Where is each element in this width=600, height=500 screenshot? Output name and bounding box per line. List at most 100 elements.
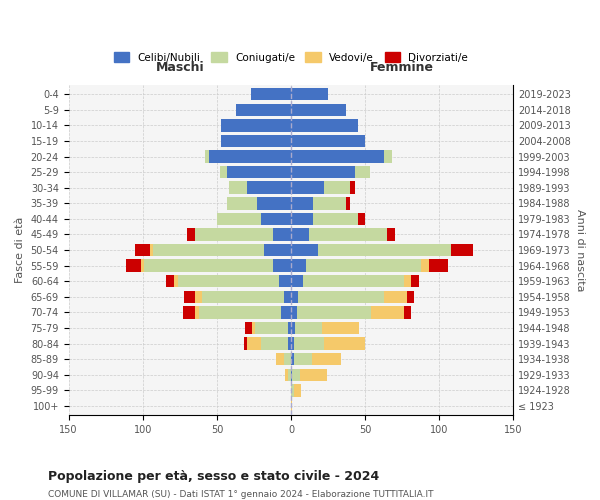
Bar — [288, 338, 291, 350]
Bar — [291, 275, 303, 287]
Bar — [388, 228, 395, 240]
Bar — [303, 275, 404, 287]
Bar — [141, 260, 144, 272]
Bar — [221, 119, 291, 132]
Bar — [178, 275, 279, 287]
Bar — [273, 228, 291, 240]
Bar — [150, 244, 153, 256]
Bar — [257, 197, 291, 209]
Bar — [281, 306, 291, 318]
Bar — [385, 290, 407, 303]
Bar — [194, 228, 273, 240]
Bar — [291, 150, 385, 163]
Bar — [294, 353, 312, 366]
Bar — [244, 338, 247, 350]
Bar — [174, 275, 178, 287]
Bar — [355, 166, 370, 178]
Bar — [127, 260, 141, 272]
Bar — [183, 306, 194, 318]
Bar — [291, 306, 297, 318]
Bar — [236, 104, 291, 116]
Bar — [199, 306, 281, 318]
Bar — [144, 260, 273, 272]
Bar — [291, 166, 355, 178]
Bar — [265, 244, 291, 256]
Bar — [312, 353, 341, 366]
Bar — [317, 244, 451, 256]
Bar — [300, 368, 326, 381]
Bar — [262, 212, 291, 225]
Bar — [291, 88, 328, 101]
Text: Maschi: Maschi — [155, 61, 204, 74]
Bar — [273, 260, 291, 272]
Bar — [298, 290, 385, 303]
Bar — [279, 275, 291, 287]
Bar — [229, 182, 247, 194]
Bar — [451, 244, 473, 256]
Bar — [291, 228, 309, 240]
Bar — [220, 166, 227, 178]
Bar — [350, 182, 355, 194]
Bar — [295, 322, 322, 334]
Text: COMUNE DI VILLAMAR (SU) - Dati ISTAT 1° gennaio 2024 - Elaborazione TUTTITALIA.I: COMUNE DI VILLAMAR (SU) - Dati ISTAT 1° … — [48, 490, 433, 499]
Bar — [385, 150, 392, 163]
Bar — [288, 322, 291, 334]
Bar — [291, 197, 313, 209]
Bar — [227, 197, 257, 209]
Bar — [421, 260, 429, 272]
Bar — [322, 322, 359, 334]
Bar — [313, 197, 346, 209]
Bar — [291, 400, 292, 412]
Bar — [346, 197, 350, 209]
Bar — [291, 134, 365, 147]
Bar — [292, 368, 300, 381]
Bar — [291, 384, 294, 396]
Bar — [291, 104, 346, 116]
Bar — [323, 338, 365, 350]
Bar — [202, 290, 284, 303]
Bar — [285, 368, 288, 381]
Bar — [262, 338, 288, 350]
Bar — [429, 260, 448, 272]
Bar — [291, 119, 358, 132]
Bar — [247, 338, 262, 350]
Bar — [291, 212, 313, 225]
Bar — [153, 244, 265, 256]
Bar — [187, 228, 194, 240]
Bar — [247, 182, 291, 194]
Bar — [404, 306, 411, 318]
Bar — [291, 322, 295, 334]
Bar — [253, 322, 256, 334]
Bar — [221, 134, 291, 147]
Bar — [306, 260, 421, 272]
Bar — [309, 228, 388, 240]
Bar — [323, 182, 350, 194]
Bar — [251, 88, 291, 101]
Text: Femmine: Femmine — [370, 61, 434, 74]
Bar — [284, 353, 291, 366]
Bar — [194, 306, 199, 318]
Bar — [209, 150, 291, 163]
Bar — [294, 338, 323, 350]
Y-axis label: Anni di nascita: Anni di nascita — [575, 209, 585, 292]
Bar — [194, 290, 202, 303]
Bar — [407, 290, 414, 303]
Bar — [288, 368, 291, 381]
Bar — [217, 212, 262, 225]
Bar — [291, 368, 292, 381]
Bar — [245, 322, 253, 334]
Bar — [404, 275, 411, 287]
Bar — [256, 322, 288, 334]
Bar — [184, 290, 194, 303]
Bar — [291, 290, 298, 303]
Bar — [284, 290, 291, 303]
Bar — [411, 275, 419, 287]
Bar — [276, 353, 284, 366]
Bar — [358, 212, 365, 225]
Text: Popolazione per età, sesso e stato civile - 2024: Popolazione per età, sesso e stato civil… — [48, 470, 379, 483]
Bar — [291, 260, 306, 272]
Bar — [313, 212, 358, 225]
Bar — [166, 275, 174, 287]
Bar — [291, 353, 294, 366]
Bar — [291, 338, 294, 350]
